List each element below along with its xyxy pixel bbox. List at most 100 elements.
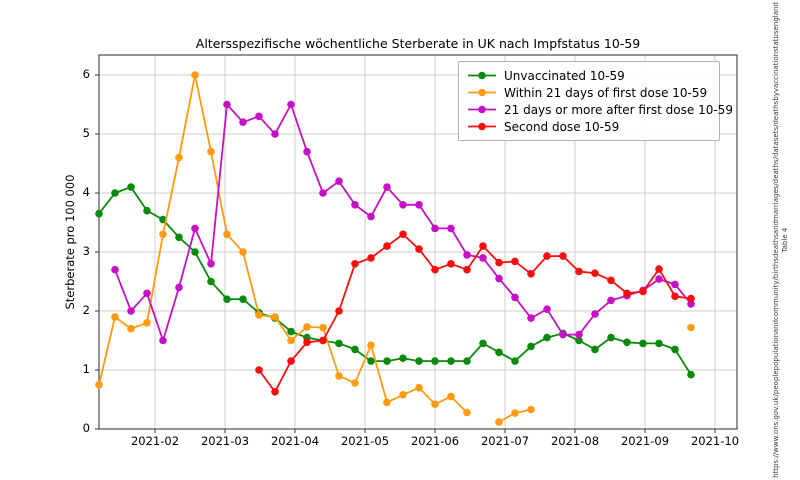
data-point-second-dose-10-59: [303, 338, 311, 347]
data-point-unvaccinated-10-59: [623, 338, 631, 347]
data-point-unvaccinated-10-59: [511, 357, 519, 365]
data-point-second-dose-10-59: [687, 294, 695, 303]
data-point-second-dose-10-59: [607, 276, 615, 285]
legend-item: Second dose 10-59: [467, 118, 710, 135]
data-point-unvaccinated-10-59: [223, 295, 231, 304]
data-point-second-dose-10-59: [351, 260, 359, 268]
data-point-unvaccinated-10-59: [207, 277, 215, 286]
data-point-second-dose-10-59: [623, 289, 631, 298]
data-point-unvaccinated-10-59: [415, 357, 423, 365]
data-point-21-days-or-more-after-first-dose-10-59: [591, 310, 599, 318]
data-point-21-days-or-more-after-first-dose-10-59: [559, 330, 567, 339]
data-point-21-days-or-more-after-first-dose-10-59: [527, 314, 535, 322]
data-point-21-days-or-more-after-first-dose-10-59: [399, 201, 407, 209]
data-point-21-days-or-more-after-first-dose-10-59: [431, 224, 439, 233]
data-point-21-days-or-more-after-first-dose-10-59: [607, 296, 615, 305]
data-point-within-21-days-of-first-dose-10-59: [351, 379, 359, 387]
x-tick-label: 2021-05: [340, 434, 390, 448]
data-point-unvaccinated-10-59: [383, 357, 391, 365]
legend-label: Unvaccinated 10-59: [504, 68, 625, 83]
y-tick-label: 3: [82, 244, 90, 258]
data-point-unvaccinated-10-59: [639, 339, 647, 348]
data-point-21-days-or-more-after-first-dose-10-59: [495, 274, 503, 283]
data-point-unvaccinated-10-59: [111, 189, 119, 197]
series-line-unvaccinated-10-59: [98, 186, 692, 376]
data-point-within-21-days-of-first-dose-10-59: [319, 323, 327, 332]
data-point-second-dose-10-59: [671, 292, 679, 301]
data-point-second-dose-10-59: [559, 252, 567, 260]
tick-marks: [95, 74, 716, 433]
data-point-second-dose-10-59: [383, 242, 391, 250]
data-point-second-dose-10-59: [415, 245, 423, 253]
y-tick-label: 2: [82, 303, 90, 317]
data-point-within-21-days-of-first-dose-10-59: [111, 313, 119, 321]
x-tick-label: 2021-09: [620, 434, 670, 448]
data-point-unvaccinated-10-59: [543, 333, 551, 342]
data-point-unvaccinated-10-59: [143, 206, 151, 215]
data-point-second-dose-10-59: [319, 336, 327, 345]
data-point-21-days-or-more-after-first-dose-10-59: [159, 336, 167, 345]
y-tick-label: 1: [82, 362, 90, 376]
data-point-within-21-days-of-first-dose-10-59: [463, 408, 471, 417]
data-point-within-21-days-of-first-dose-10-59: [399, 391, 407, 399]
data-point-within-21-days-of-first-dose-10-59: [239, 248, 247, 256]
data-point-second-dose-10-59: [655, 265, 663, 273]
data-point-second-dose-10-59: [399, 230, 407, 239]
data-point-21-days-or-more-after-first-dose-10-59: [655, 275, 663, 283]
data-point-unvaccinated-10-59: [127, 183, 135, 191]
data-point-within-21-days-of-first-dose-10-59: [191, 71, 199, 79]
data-point-21-days-or-more-after-first-dose-10-59: [239, 118, 247, 126]
chart-title: Altersspezifische wöchentliche Sterberat…: [195, 36, 641, 51]
data-point-21-days-or-more-after-first-dose-10-59: [415, 201, 423, 209]
data-point-unvaccinated-10-59: [447, 357, 455, 365]
data-point-within-21-days-of-first-dose-10-59: [431, 400, 439, 409]
data-point-21-days-or-more-after-first-dose-10-59: [303, 147, 311, 156]
data-point-second-dose-10-59: [447, 260, 455, 268]
data-point-unvaccinated-10-59: [687, 370, 695, 379]
data-point-within-21-days-of-first-dose-10-59: [207, 147, 215, 156]
x-tick-label: 2021-03: [200, 434, 250, 448]
data-point-21-days-or-more-after-first-dose-10-59: [191, 224, 199, 233]
data-point-within-21-days-of-first-dose-10-59: [495, 418, 503, 426]
data-point-within-21-days-of-first-dose-10-59: [303, 323, 311, 331]
data-point-within-21-days-of-first-dose-10-59: [143, 319, 151, 327]
data-point-within-21-days-of-first-dose-10-59: [127, 324, 135, 333]
data-point-unvaccinated-10-59: [95, 209, 103, 218]
y-tick-label: 4: [82, 185, 90, 199]
data-point-21-days-or-more-after-first-dose-10-59: [255, 112, 263, 121]
legend-item: Within 21 days of first dose 10-59: [467, 84, 710, 101]
data-point-second-dose-10-59: [543, 252, 551, 260]
data-point-21-days-or-more-after-first-dose-10-59: [543, 305, 551, 314]
data-point-21-days-or-more-after-first-dose-10-59: [463, 251, 471, 259]
source-table-ref: Table 4: [781, 227, 789, 253]
y-tick-label: 0: [82, 421, 90, 435]
data-point-within-21-days-of-first-dose-10-59: [511, 409, 519, 417]
data-point-second-dose-10-59: [527, 270, 535, 278]
data-point-within-21-days-of-first-dose-10-59: [415, 383, 423, 392]
data-point-within-21-days-of-first-dose-10-59: [271, 313, 279, 321]
data-point-21-days-or-more-after-first-dose-10-59: [447, 224, 455, 233]
data-point-unvaccinated-10-59: [351, 345, 359, 354]
data-point-unvaccinated-10-59: [575, 336, 583, 345]
x-tick-label: 2021-04: [270, 434, 320, 448]
data-point-within-21-days-of-first-dose-10-59: [255, 311, 263, 319]
data-point-unvaccinated-10-59: [591, 345, 599, 354]
data-point-unvaccinated-10-59: [655, 339, 663, 348]
x-tick-label: 2021-06: [410, 434, 460, 448]
data-point-second-dose-10-59: [335, 307, 343, 315]
x-tick-label: 2021-07: [480, 434, 530, 448]
data-point-second-dose-10-59: [367, 254, 375, 262]
data-point-second-dose-10-59: [431, 265, 439, 274]
data-point-unvaccinated-10-59: [527, 342, 535, 351]
x-tick-label: 2021-10: [690, 434, 740, 448]
data-point-second-dose-10-59: [255, 366, 263, 374]
series-within-21-days-of-first-dose-10-59: [95, 71, 695, 426]
data-point-21-days-or-more-after-first-dose-10-59: [207, 260, 215, 268]
series-line-second-dose-10-59: [258, 233, 692, 393]
x-tick-label: 2021-02: [130, 434, 180, 448]
data-point-21-days-or-more-after-first-dose-10-59: [223, 100, 231, 109]
data-point-unvaccinated-10-59: [175, 233, 183, 242]
series-21-days-or-more-after-first-dose-10-59: [111, 100, 695, 345]
